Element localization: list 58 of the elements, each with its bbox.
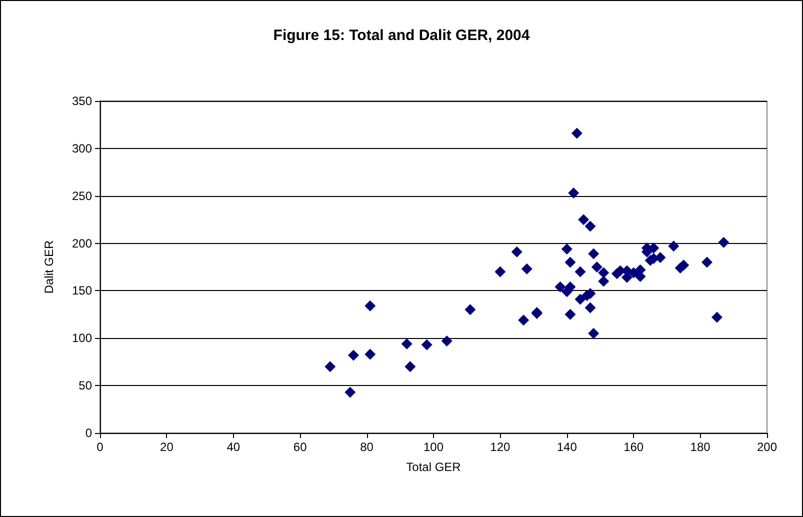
point [554, 281, 566, 292]
point [668, 240, 680, 252]
point [348, 350, 359, 361]
point [588, 248, 600, 260]
point [718, 236, 730, 248]
point [598, 267, 610, 278]
point [364, 300, 376, 312]
point [654, 252, 666, 264]
x-tick-label: 180 [690, 440, 711, 454]
point [584, 302, 596, 314]
point [578, 214, 590, 226]
x-axis-title: Total GER [406, 460, 462, 474]
x-tick-label: 40 [226, 440, 240, 454]
point [571, 128, 582, 139]
x-tick-label: 200 [756, 440, 778, 454]
point [404, 361, 416, 372]
x-tick-label: 60 [293, 440, 308, 454]
point [421, 339, 432, 350]
point [464, 304, 476, 316]
point [584, 220, 596, 232]
x-tick-label: 0 [96, 440, 104, 454]
point [521, 263, 532, 274]
point [324, 361, 336, 372]
point [574, 266, 586, 278]
point [588, 328, 600, 339]
point [598, 276, 610, 287]
point [344, 386, 356, 398]
point [591, 262, 602, 272]
y-tick-label: 250 [72, 188, 92, 203]
y-axis-title: Dalit GER [42, 240, 56, 294]
y-tick-label: 300 [72, 141, 92, 156]
x-tick-label: 140 [556, 440, 578, 454]
x-tick-label: 80 [360, 440, 374, 454]
point [701, 256, 712, 268]
x-tick-label: 120 [490, 440, 511, 454]
x-tick-label: 160 [624, 440, 644, 454]
y-tick-label: 0 [85, 426, 92, 440]
point [564, 281, 576, 292]
x-tick-label: 100 [423, 440, 444, 454]
point [518, 314, 530, 326]
point [564, 308, 576, 320]
point [564, 256, 576, 268]
chart-title: Figure 15: Total and Dalit GER, 2004 [273, 27, 530, 44]
point [511, 246, 522, 258]
point [561, 243, 572, 254]
point [401, 338, 412, 350]
x-tick-label: 20 [160, 440, 174, 454]
y-tick-label: 150 [72, 284, 92, 298]
y-tick-label: 350 [72, 94, 92, 108]
point [711, 312, 722, 323]
point [574, 294, 586, 305]
y-tick-label: 50 [78, 378, 92, 393]
y-tick-label: 200 [72, 236, 92, 250]
point [364, 348, 376, 360]
point [494, 266, 506, 278]
point [568, 188, 580, 199]
y-tick-label: 100 [72, 331, 92, 346]
point [441, 335, 452, 346]
